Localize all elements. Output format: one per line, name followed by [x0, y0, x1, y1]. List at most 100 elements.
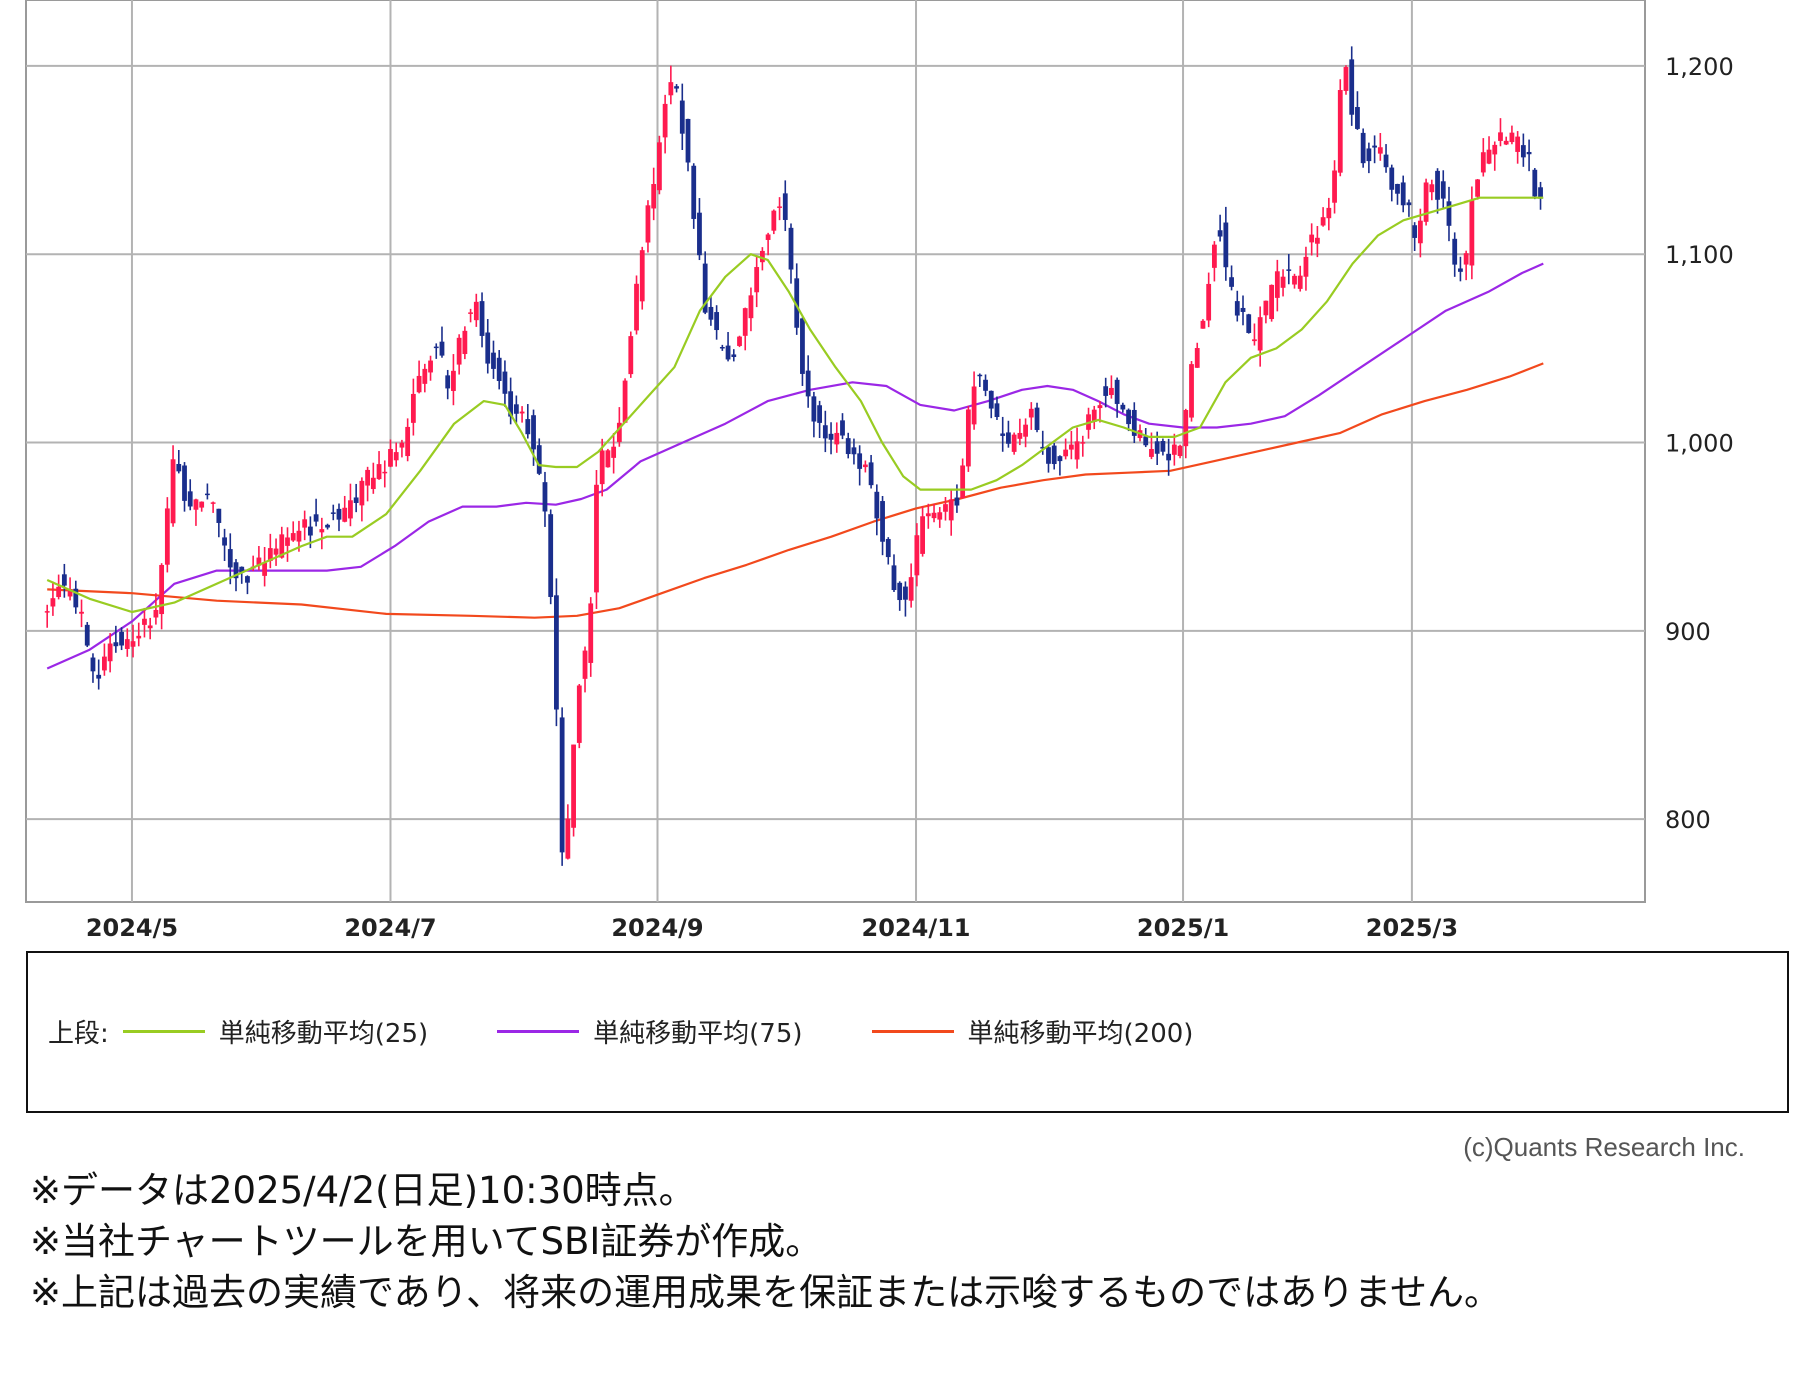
candle-body	[451, 370, 456, 391]
y-tick-label: 900	[1665, 618, 1711, 646]
candle-body	[1177, 445, 1183, 457]
candle-body	[1246, 314, 1252, 333]
candle-body	[1091, 409, 1097, 422]
candle-body	[628, 336, 634, 375]
candle-body	[634, 283, 639, 331]
candle-body	[84, 624, 90, 646]
candle-body	[147, 625, 153, 629]
candle-body	[433, 346, 439, 349]
candle-body	[210, 502, 216, 504]
candle-body	[142, 618, 147, 625]
candle-body	[548, 514, 554, 597]
candle-body	[868, 462, 874, 486]
candle-body	[73, 588, 79, 608]
candle-body	[1526, 151, 1532, 155]
candle-body	[1217, 230, 1223, 237]
candle-body	[697, 212, 702, 256]
candle-body	[559, 717, 565, 853]
candle-body	[365, 469, 371, 486]
candle-body	[994, 403, 1000, 418]
candle-body	[908, 577, 914, 601]
candle-body	[611, 446, 617, 458]
candle-body	[1320, 217, 1326, 226]
candle-body	[782, 193, 788, 220]
chart-svg: 1,200 1,100 1,000 900 800 2024/5 2024/7 2024/9…	[25, 0, 1734, 942]
candle-body	[239, 566, 245, 573]
candle-body	[576, 685, 582, 743]
price-chart: 1,200 1,100 1,000 900 800 2024/5 2024/7 2024/9…	[25, 0, 1734, 942]
candle-body	[1200, 320, 1206, 329]
candle-body	[325, 524, 330, 528]
candle-body	[1126, 409, 1131, 425]
candle-body	[79, 611, 84, 614]
candle-body	[1400, 182, 1406, 206]
candle-body	[513, 404, 519, 414]
candle-body	[1109, 387, 1114, 396]
candle-body	[594, 484, 599, 593]
candle-body	[342, 507, 348, 522]
candle-body	[1480, 152, 1486, 173]
candle-body	[159, 564, 165, 615]
candle-body	[731, 354, 737, 358]
candle-body	[651, 184, 657, 209]
candle-body	[376, 464, 382, 480]
candle-body	[1395, 183, 1400, 194]
candle-body	[937, 512, 943, 520]
candle-body	[1475, 179, 1480, 197]
candle-body	[1417, 220, 1423, 244]
candle-body	[313, 514, 319, 522]
candle-body	[931, 512, 937, 519]
candle-body	[136, 635, 142, 639]
candle-body	[1000, 433, 1006, 436]
candle-body	[657, 142, 662, 191]
candle-body	[1492, 144, 1498, 155]
candle-body	[1314, 237, 1320, 244]
candle-body	[1412, 225, 1418, 238]
candle-body	[1252, 339, 1257, 342]
candle-body	[1463, 253, 1469, 265]
candle-body	[388, 449, 393, 467]
ma200-line-group	[47, 362, 1544, 619]
candle-body	[227, 549, 233, 568]
candle-body	[1143, 436, 1149, 446]
candle-body	[262, 562, 268, 576]
candle-body	[1263, 300, 1269, 316]
candle-body	[639, 250, 645, 302]
candle-body	[668, 82, 674, 96]
candle-body	[1171, 444, 1177, 455]
candle-body	[399, 442, 405, 448]
candle-body	[880, 501, 885, 542]
candle-body	[1372, 145, 1378, 148]
candle-body	[914, 535, 920, 576]
candle-body	[1292, 275, 1297, 285]
legend-label-ma75: 単純移動平均(75)	[593, 1019, 803, 1049]
candle-body	[1103, 386, 1109, 396]
note-data-timestamp: ※データは2025/4/2(日足)10:30時点。	[30, 1169, 696, 1212]
candle-body	[822, 425, 828, 439]
candle-body	[679, 100, 685, 134]
candle-body	[954, 497, 960, 506]
grid-lines	[26, 0, 1645, 902]
legend-label-ma25: 単純移動平均(25)	[218, 1019, 429, 1049]
candle-body	[119, 631, 124, 646]
y-tick-label: 800	[1665, 806, 1711, 834]
candle-body	[216, 508, 222, 523]
candle-body	[1337, 90, 1343, 173]
candle-body	[468, 312, 473, 314]
candle-body	[1120, 404, 1126, 410]
note-disclaimer: ※上記は過去の実績であり、将来の運用成果を保証または示唆するものではありません。	[30, 1271, 1502, 1314]
candle-body	[834, 432, 840, 445]
candle-body	[817, 405, 823, 423]
candle-body	[1452, 238, 1458, 265]
candle-body	[496, 357, 502, 382]
candle-body	[479, 301, 485, 336]
candle-body	[348, 500, 353, 519]
candle-body	[1366, 148, 1372, 162]
candle-body	[788, 227, 794, 270]
candle-body	[410, 393, 416, 423]
candle-body	[1309, 234, 1315, 243]
candle-body	[1538, 187, 1543, 199]
candle-body	[1435, 170, 1440, 200]
candle-body	[1515, 136, 1521, 152]
candle-body	[582, 650, 588, 679]
